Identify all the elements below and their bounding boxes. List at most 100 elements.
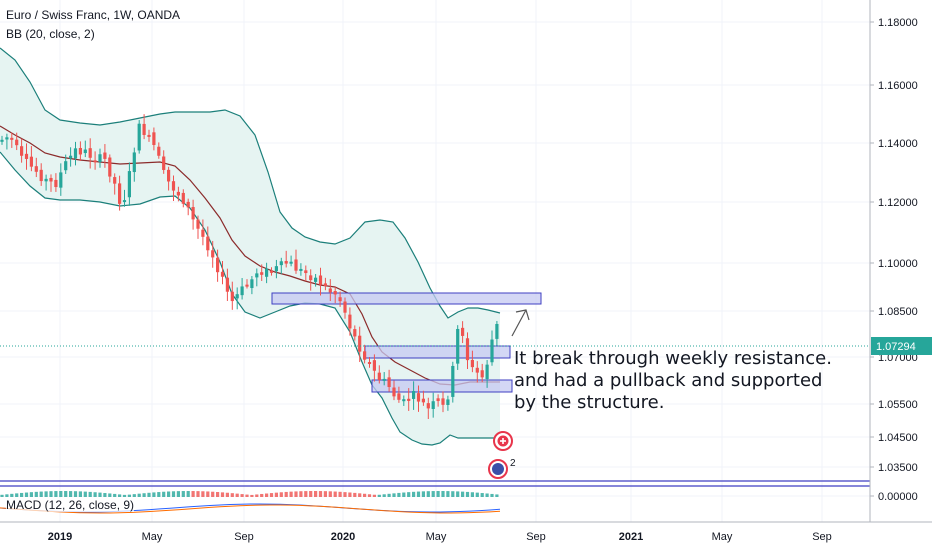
candle-down [225,277,229,292]
macd-histogram-bar [426,491,430,497]
macd-histogram-bar [451,491,455,497]
candle-down [436,398,440,402]
macd-histogram-bar [142,493,146,497]
macd-histogram-bar [387,493,391,497]
candle-up [64,161,68,171]
macd-histogram-bar [171,491,176,497]
macd-histogram-bar [127,494,131,497]
last-price-box [871,337,932,355]
candle-down [441,398,445,405]
price-tick-label: 1.04500 [878,432,918,444]
candle-down [20,146,24,156]
macd-histogram-bar [304,491,308,497]
macd-histogram-bar [475,492,479,497]
candle-up [137,123,141,151]
macd-histogram-bar [34,491,38,497]
candle-down [196,219,200,229]
macd-histogram-bar [235,493,239,497]
price-tick-label: 0.00000 [878,491,918,503]
macd-histogram-bar [39,491,43,497]
candle-up [0,139,4,142]
macd-histogram-bar [118,494,122,497]
macd-histogram-bar [441,491,445,497]
macd-histogram-bar [402,492,406,497]
macd-histogram-bar [446,491,450,497]
macd-histogram-bar [353,492,357,497]
macd-histogram-bar [29,492,33,497]
macd-pane [0,480,870,514]
time-tick-label: 2019 [48,531,72,543]
macd-histogram-bar [216,492,220,497]
candle-down [407,398,411,401]
candle-down [191,207,195,220]
macd-histogram-bar [0,494,4,497]
macd-histogram-bar [338,491,342,497]
signal-line [0,504,501,514]
time-tick-label: May [426,531,447,543]
candle-down [343,301,347,313]
candle-down [421,398,425,403]
macd-histogram-bar [314,491,318,497]
macd-histogram-bar [333,491,337,497]
candle-down [294,259,298,271]
candle-down [392,387,396,397]
time-tick-label: Sep [234,531,254,543]
marker-count-badge: 2 [510,458,516,469]
candle-down [480,370,484,378]
price-tick-label: 1.05500 [878,399,918,411]
macd-histogram-bar [328,491,332,497]
candle-up [485,364,489,380]
macd-histogram-bar [343,492,347,497]
candle-down [176,191,180,196]
candle-down [167,169,171,182]
macd-histogram-bar [323,491,327,497]
candle-down [39,169,43,182]
candle-down [245,284,249,287]
macd-histogram-bar [309,491,313,497]
candle-down [220,271,225,277]
macd-histogram-bar [416,491,421,497]
flag-marker-dot [492,463,504,475]
macd-histogram-bar [279,492,283,497]
macd-histogram-bar [176,491,180,497]
macd-histogram-bar [20,492,24,497]
macd-histogram-bar [421,491,425,497]
macd-histogram-bar [377,494,381,497]
candle-up [274,266,278,272]
candle-down [171,181,176,191]
candle-down [29,156,33,167]
macd-histogram-bar [490,493,494,497]
candle-down [152,132,156,145]
candle-up [289,261,293,264]
macd-histogram-bar [10,493,14,497]
macd-histogram-bar [363,493,367,497]
candle-up [127,171,131,198]
candle-down [103,152,107,159]
candle-down [142,123,146,135]
macd-histogram-bar [211,491,215,497]
candle-down [206,236,210,251]
macd-histogram-bar [162,491,166,497]
macd-histogram-bar [431,491,435,497]
candle-up [265,268,269,277]
candle-up [250,279,254,289]
candle-up [431,401,435,409]
candle-up [122,200,127,203]
price-tick-label: 1.16000 [878,80,918,92]
macd-histogram-bar [103,493,107,497]
candle-down [181,192,185,204]
up-arrow-drawing [511,309,530,337]
candle-down [470,359,474,368]
macd-histogram-bar [24,492,29,497]
macd-histogram-bar [15,493,19,497]
macd-histogram-bar [132,494,136,497]
macd-histogram-bar [269,493,274,497]
candle-up [73,148,78,159]
macd-histogram-bar [191,491,195,497]
macd-histogram-bar [147,492,151,497]
macd-histogram-bar [265,493,269,497]
candle-down [284,261,288,264]
macd-histogram-bar [122,494,127,497]
